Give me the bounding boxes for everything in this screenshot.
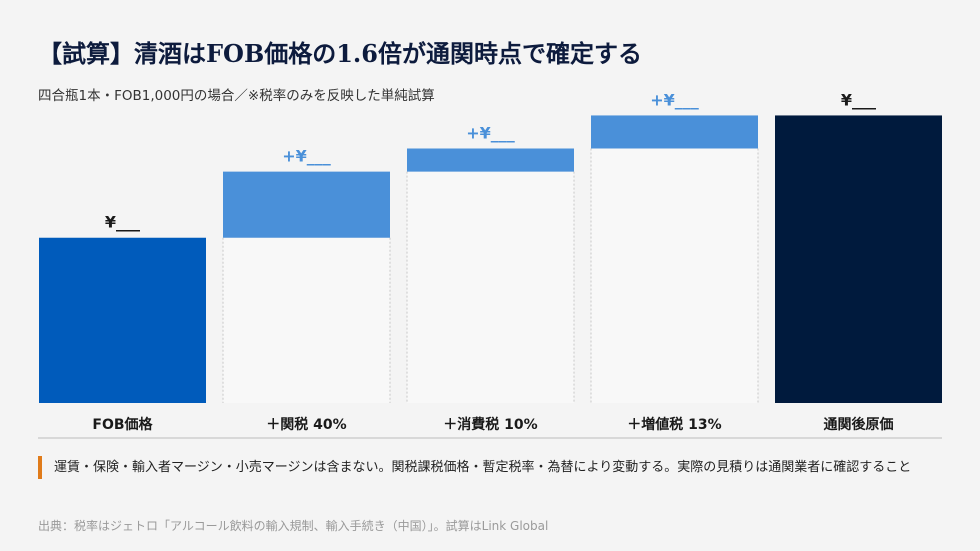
bar-base-area-1 bbox=[223, 237, 390, 403]
value-label-0: ¥___ bbox=[105, 213, 140, 232]
bar-4 bbox=[775, 115, 942, 403]
bar-base-area-2 bbox=[407, 171, 574, 403]
chart-category-labels: FOB価格 ＋関税 40% ＋消費税 10% ＋増値税 13% 通関後原価 bbox=[92, 416, 893, 433]
category-label-3: ＋増値税 13% bbox=[627, 416, 721, 433]
value-label-3: +¥___ bbox=[650, 90, 699, 109]
note-box: 運賃・保険・輸入者マージン・小売マージンは含まない。関税課税価格・暫定税率・為替… bbox=[38, 456, 956, 479]
chart-connectors bbox=[222, 148, 759, 403]
value-label-1: +¥___ bbox=[282, 147, 331, 166]
page-subtitle: 四合瓶1本・FOB1,000円の場合／※税率のみを反映した単純試算 bbox=[38, 88, 435, 104]
note-text: 運賃・保険・輸入者マージン・小売マージンは含まない。関税課税価格・暫定税率・為替… bbox=[54, 460, 912, 475]
bar-3 bbox=[591, 115, 758, 149]
category-label-2: ＋消費税 10% bbox=[443, 416, 537, 433]
chart-value-labels: ¥___ +¥___ +¥___ +¥___ ¥___ bbox=[105, 90, 876, 231]
category-label-4: 通関後原価 bbox=[824, 416, 894, 433]
bar-1 bbox=[223, 171, 390, 238]
value-label-4: ¥___ bbox=[841, 90, 876, 109]
bar-0 bbox=[39, 237, 206, 403]
waterfall-chart: ¥___ +¥___ +¥___ +¥___ ¥___ FOB価格 ＋関税 40% ＋消費税… bbox=[38, 90, 942, 439]
bar-2 bbox=[407, 148, 574, 172]
category-label-0: FOB価格 bbox=[92, 416, 153, 433]
source-text: 出典：税率はジェトロ「アルコール飲料の輸入規制、輸入手続き（中国）」。試算はLi… bbox=[38, 519, 549, 533]
page-title: 【試算】清酒はFOB価格の1.6倍が通関時点で確定する bbox=[38, 39, 642, 68]
bar-base-area-3 bbox=[591, 148, 758, 403]
chart-bars bbox=[39, 115, 942, 403]
value-label-2: +¥___ bbox=[466, 123, 515, 142]
category-label-1: ＋関税 40% bbox=[266, 416, 346, 433]
